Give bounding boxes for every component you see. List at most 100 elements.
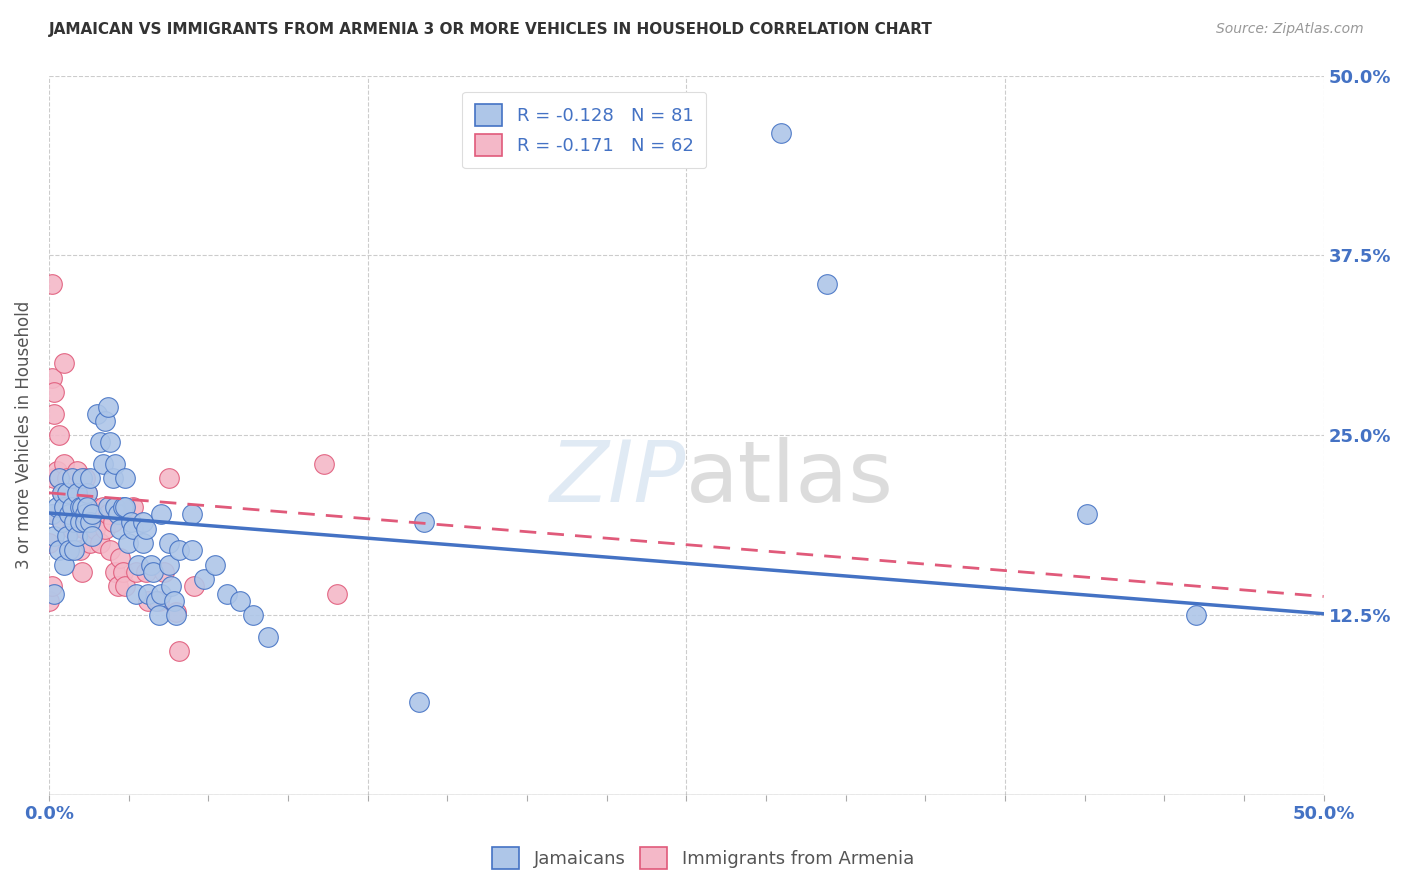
Point [114, 579, 136, 593]
Point [82, 500, 104, 515]
Point [97, 500, 120, 515]
Point [314, 457, 336, 471]
Point [135, 565, 157, 579]
Point [97, 400, 120, 414]
Point [142, 565, 165, 579]
Point [41, 370, 63, 384]
Point [145, 594, 167, 608]
Point [48, 471, 70, 485]
Point [60, 500, 83, 515]
Point [70, 500, 93, 515]
Point [51, 515, 73, 529]
Point [165, 605, 187, 619]
Point [63, 543, 86, 558]
Point [48, 471, 70, 485]
Point [180, 508, 202, 522]
Point [97, 508, 120, 522]
Point [58, 508, 80, 522]
Point [79, 471, 101, 485]
Point [163, 594, 186, 608]
Point [66, 464, 89, 478]
Point [148, 608, 170, 623]
Point [104, 565, 127, 579]
Point [69, 500, 91, 515]
Point [42, 385, 65, 400]
Point [148, 594, 170, 608]
Point [117, 536, 139, 550]
Point [41, 277, 63, 292]
Point [94, 414, 117, 428]
Point [63, 508, 86, 522]
Text: JAMAICAN VS IMMIGRANTS FROM ARMENIA 3 OR MORE VEHICLES IN HOUSEHOLD CORRELATION : JAMAICAN VS IMMIGRANTS FROM ARMENIA 3 OR… [49, 22, 934, 37]
Point [53, 356, 76, 370]
Point [114, 500, 136, 515]
Point [229, 594, 252, 608]
Point [94, 522, 117, 536]
Point [53, 558, 76, 572]
Point [132, 515, 155, 529]
Point [110, 550, 132, 565]
Point [139, 558, 162, 572]
Point [58, 543, 80, 558]
Point [83, 522, 105, 536]
Point [138, 586, 160, 600]
Point [193, 572, 215, 586]
Point [66, 529, 89, 543]
Point [41, 579, 63, 593]
Point [38, 536, 60, 550]
Point [73, 515, 96, 529]
Point [73, 508, 96, 522]
Point [150, 508, 173, 522]
Point [107, 579, 129, 593]
Point [79, 536, 101, 550]
Point [48, 543, 70, 558]
Point [45, 500, 67, 515]
Point [69, 515, 91, 529]
Text: Source: ZipAtlas.com: Source: ZipAtlas.com [1216, 22, 1364, 37]
Point [79, 515, 101, 529]
Point [101, 515, 124, 529]
Point [66, 486, 89, 500]
Point [217, 586, 239, 600]
Point [66, 500, 89, 515]
Point [86, 407, 108, 421]
Point [51, 486, 73, 500]
Point [38, 594, 60, 608]
Point [56, 471, 79, 485]
Point [124, 565, 146, 579]
Point [58, 508, 80, 522]
Point [157, 471, 180, 485]
Point [91, 457, 114, 471]
Point [257, 630, 280, 644]
Point [242, 608, 264, 623]
Point [41, 508, 63, 522]
Point [53, 457, 76, 471]
Point [98, 435, 121, 450]
Point [157, 558, 180, 572]
Point [73, 522, 96, 536]
Point [104, 457, 127, 471]
Point [60, 471, 83, 485]
Text: ZIP: ZIP [550, 437, 686, 520]
Point [111, 500, 134, 515]
Point [63, 515, 86, 529]
Text: atlas: atlas [686, 437, 894, 520]
Point [53, 500, 76, 515]
Point [76, 500, 98, 515]
Point [48, 428, 70, 442]
Point [70, 471, 93, 485]
Point [101, 471, 124, 485]
Point [58, 486, 80, 500]
Point [769, 126, 792, 140]
Point [56, 500, 79, 515]
Point [89, 536, 111, 550]
Point [815, 277, 838, 292]
Point [122, 522, 145, 536]
Point [42, 471, 65, 485]
Point [124, 586, 146, 600]
Point [111, 565, 134, 579]
Point [132, 536, 155, 550]
Point [82, 508, 104, 522]
Point [1185, 608, 1208, 623]
Point [56, 529, 79, 543]
